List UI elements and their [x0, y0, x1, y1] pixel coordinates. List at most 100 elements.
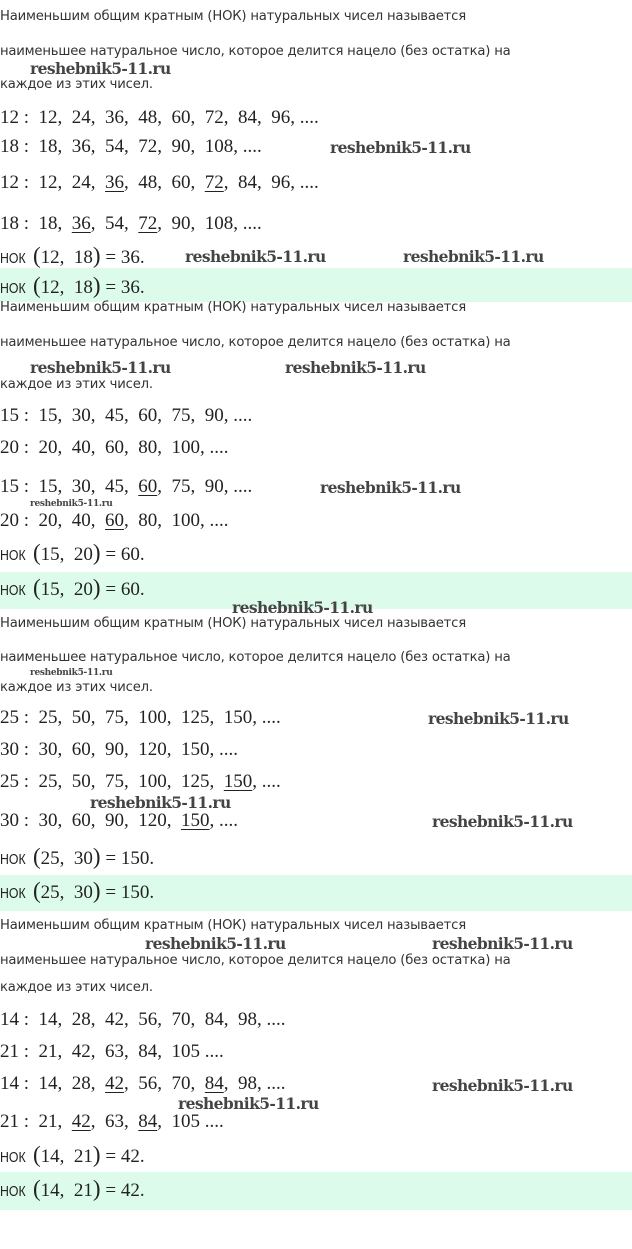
- common-multiple: 42: [71, 1111, 91, 1132]
- answer-highlight: [0, 268, 632, 302]
- multiples-row: 15 : 15, 30, 45, 60, 75, 90, ....: [0, 476, 253, 497]
- multiple: 90: [105, 739, 125, 760]
- common-multiple: 150: [181, 810, 210, 831]
- multiple: 42: [71, 1041, 91, 1062]
- row-ellipsis: , ....: [290, 172, 319, 193]
- multiple: 50: [71, 707, 91, 728]
- lcm-value: 42: [120, 1146, 140, 1167]
- row-number: 12: [0, 172, 19, 193]
- watermark: reshebnik5-11.ru: [330, 138, 471, 157]
- multiple: 60: [71, 810, 91, 831]
- common-multiple: 60: [138, 476, 158, 497]
- watermark: reshebnik5-11.ru: [30, 59, 171, 78]
- multiple: 84: [238, 172, 258, 193]
- row-number: 21: [0, 1041, 19, 1062]
- multiple: 18: [38, 136, 58, 157]
- number-b: 20: [73, 544, 93, 565]
- row-ellipsis: , ....: [223, 405, 253, 426]
- common-multiple: 36: [71, 213, 91, 234]
- row-ellipsis: ....: [200, 1041, 224, 1062]
- multiple: 125: [181, 707, 210, 728]
- multiple: 60: [71, 739, 91, 760]
- number-b: 20: [73, 579, 93, 600]
- definition-line: каждое из этих чисел.: [0, 77, 153, 92]
- multiple: 48: [138, 107, 158, 128]
- lcm-result: НОК (15, 20) = 60.: [0, 541, 145, 568]
- number-a: 25: [40, 848, 60, 869]
- nok-label: НОК: [0, 280, 26, 297]
- multiple: 30: [71, 476, 91, 497]
- row-number: 25: [0, 771, 19, 792]
- watermark: reshebnik5-11.ru: [30, 668, 113, 678]
- multiples-row: 20 : 20, 40, 60, 80, 100, ....: [0, 510, 229, 531]
- row-ellipsis: , ....: [209, 739, 239, 760]
- multiple: 30: [38, 810, 58, 831]
- multiple: 100: [171, 437, 201, 458]
- multiple: 100: [138, 707, 167, 728]
- multiple: 60: [171, 172, 191, 193]
- nok-label: НОК: [0, 582, 26, 599]
- number-a: 14: [40, 1146, 60, 1167]
- lcm-answer: НОК (12, 18) = 36.: [0, 274, 145, 301]
- paren-open: (: [33, 540, 41, 565]
- nok-label: НОК: [0, 547, 26, 564]
- definition-line: каждое из этих чисел.: [0, 980, 153, 995]
- multiples-row: 12 : 12, 24, 36, 48, 60, 72, 84, 96, ...…: [0, 107, 319, 128]
- multiples-row: 20 : 20, 40, 60, 80, 100, ....: [0, 437, 229, 458]
- lcm-value: 60: [120, 544, 140, 565]
- definition-line: наименьшее натуральное число, которое де…: [0, 650, 511, 665]
- multiple: 100: [138, 771, 167, 792]
- multiples-row: 30 : 30, 60, 90, 120, 150, ....: [0, 739, 239, 760]
- lcm-value: 36: [120, 247, 140, 268]
- lcm-value: 150: [120, 882, 150, 903]
- row-number: 30: [0, 810, 19, 831]
- multiple: 108: [204, 136, 234, 157]
- multiples-row: 25 : 25, 50, 75, 100, 125, 150, ....: [0, 771, 281, 792]
- paren-close: ): [92, 243, 101, 268]
- multiples-row: 18 : 18, 36, 54, 72, 90, 108, ....: [0, 213, 262, 234]
- multiple: 72: [204, 107, 224, 128]
- row-ellipsis: , ....: [223, 476, 253, 497]
- row-number: 18: [0, 213, 19, 234]
- multiple: 54: [105, 213, 125, 234]
- multiple: 75: [171, 476, 191, 497]
- multiple: 150: [223, 707, 253, 728]
- multiple: 120: [138, 810, 167, 831]
- multiple: 98: [238, 1009, 258, 1030]
- multiple: 12: [38, 172, 58, 193]
- number-b: 21: [73, 1146, 93, 1167]
- multiple: 60: [138, 405, 158, 426]
- lcm-answer: НОК (15, 20) = 60.: [0, 576, 145, 603]
- paren-open: (: [33, 243, 41, 268]
- multiple: 75: [105, 771, 125, 792]
- multiples-row: 18 : 18, 36, 54, 72, 90, 108, ....: [0, 136, 262, 157]
- paren-close: ): [92, 273, 101, 298]
- multiple: 84: [204, 1009, 224, 1030]
- common-multiple: 150: [223, 771, 253, 792]
- multiple: 108: [204, 213, 234, 234]
- multiple: 90: [171, 136, 191, 157]
- multiple: 24: [71, 107, 91, 128]
- number-b: 21: [73, 1180, 93, 1201]
- definition-line: Наименьшим общим кратным (НОК) натуральн…: [0, 9, 466, 24]
- watermark: reshebnik5-11.ru: [232, 598, 373, 617]
- multiple: 96: [271, 172, 291, 193]
- multiples-row: 25 : 25, 50, 75, 100, 125, 150, ....: [0, 707, 281, 728]
- lcm-answer: НОК (25, 30) = 150.: [0, 879, 154, 906]
- watermark: reshebnik5-11.ru: [30, 358, 171, 377]
- multiples-row: 21 : 21, 42, 63, 84, 105 ....: [0, 1041, 224, 1062]
- paren-close: ): [92, 1176, 101, 1201]
- multiple: 54: [105, 136, 125, 157]
- definition-line: Наименьшим общим кратным (НОК) натуральн…: [0, 616, 466, 631]
- watermark: reshebnik5-11.ru: [320, 478, 461, 497]
- nok-label: НОК: [0, 250, 26, 267]
- watermark: reshebnik5-11.ru: [428, 709, 569, 728]
- row-number: 12: [0, 107, 19, 128]
- lcm-value: 42: [120, 1180, 140, 1201]
- multiple: 30: [71, 405, 91, 426]
- watermark: reshebnik5-11.ru: [432, 1076, 573, 1095]
- multiple: 15: [38, 405, 58, 426]
- multiple: 120: [138, 739, 167, 760]
- multiple: 63: [105, 1041, 125, 1062]
- multiple: 36: [71, 136, 91, 157]
